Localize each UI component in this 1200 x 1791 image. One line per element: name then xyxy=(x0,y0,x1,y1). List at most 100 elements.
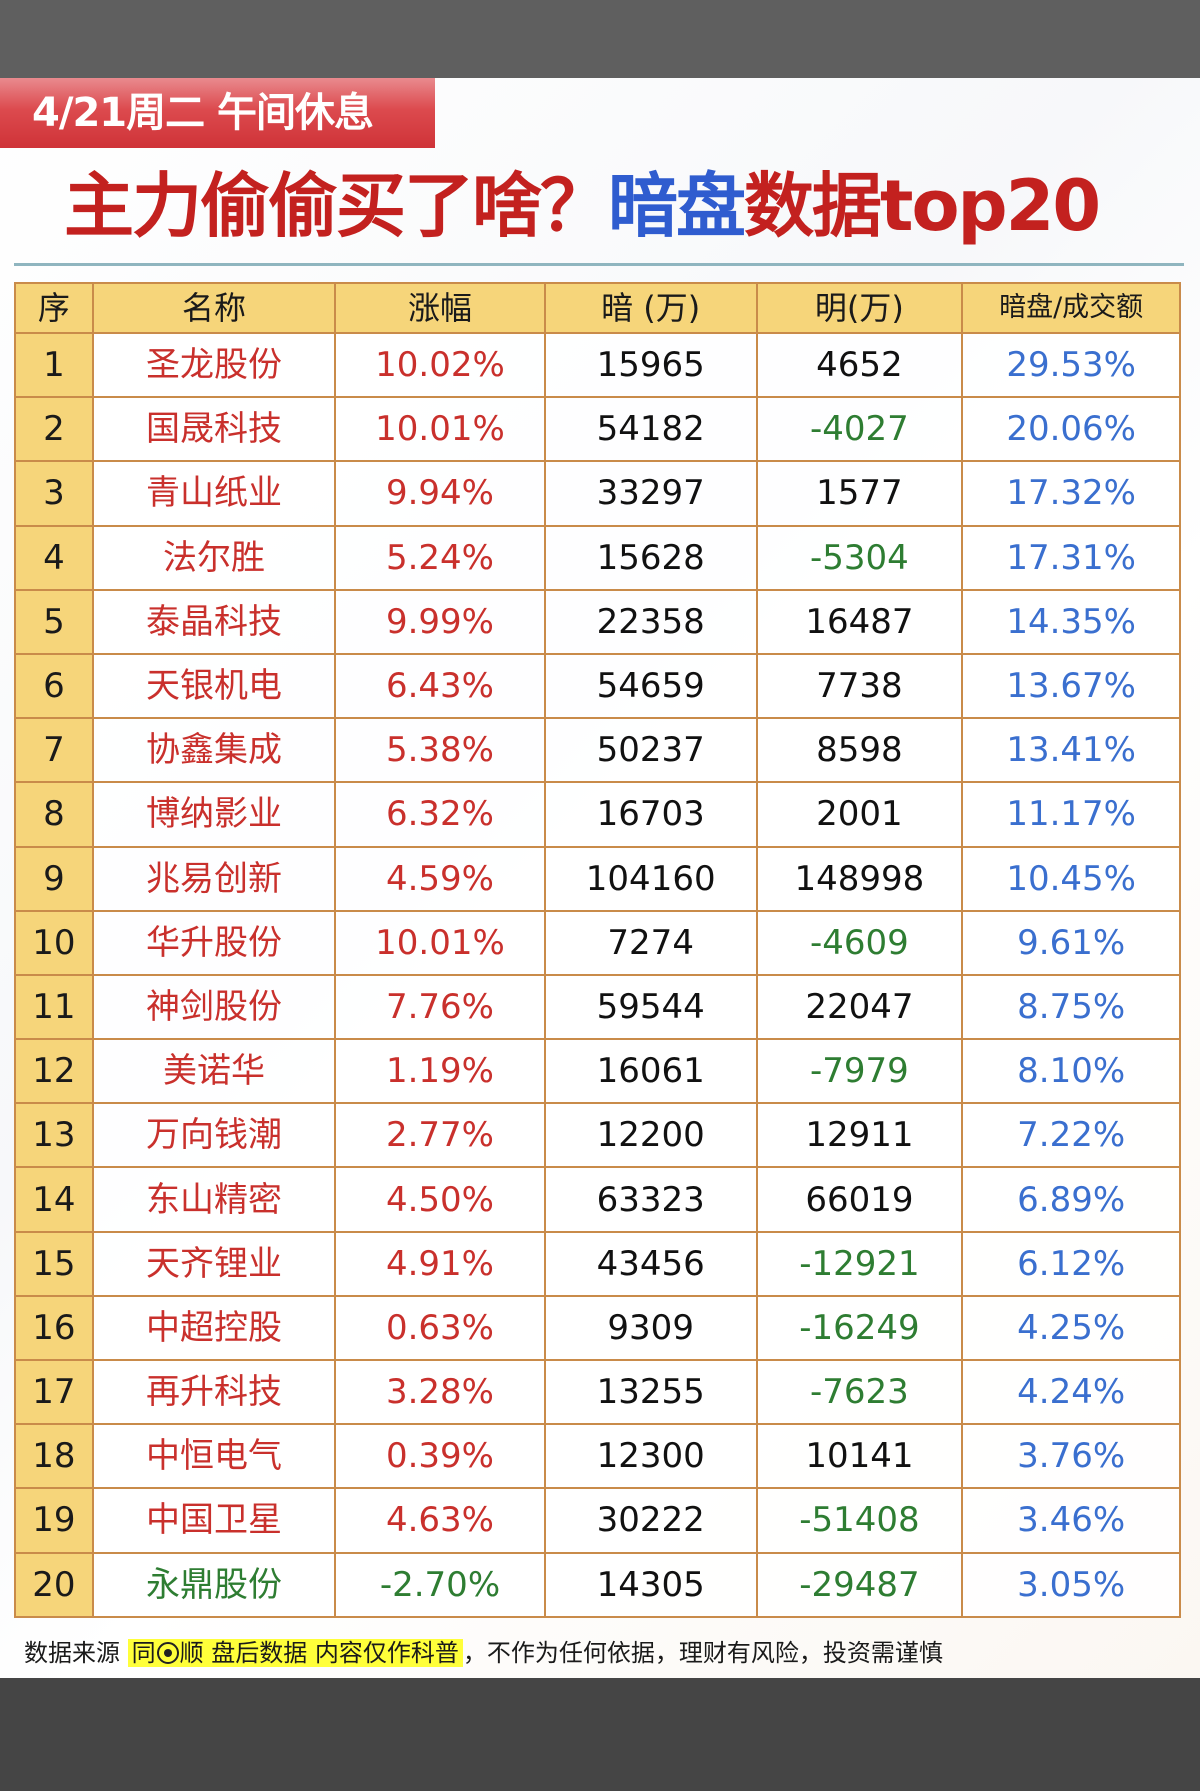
dark-pool-ratio: 8.10% xyxy=(961,1038,1181,1105)
footer-highlight: 同顺 盘后数据 内容仅作科普 xyxy=(127,1639,463,1667)
footer-prefix: 数据来源 xyxy=(24,1639,128,1667)
row-index: 16 xyxy=(14,1294,94,1362)
table-row: 8 博纳影业 6.32% 16703 2001 11.17% xyxy=(14,781,1181,848)
lit-market-amount: 1577 xyxy=(755,460,964,527)
change-percent: 0.63% xyxy=(334,1294,546,1362)
dark-pool-ratio: 29.53% xyxy=(961,331,1181,399)
lit-market-amount: -7979 xyxy=(755,1038,964,1105)
dark-pool-amount: 13255 xyxy=(543,1358,758,1426)
row-index: 20 xyxy=(14,1551,94,1618)
dark-pool-ratio: 3.46% xyxy=(961,1487,1181,1554)
lit-market-amount: 148998 xyxy=(755,845,964,912)
lit-market-amount: -4027 xyxy=(755,396,964,463)
stock-name: 国晟科技 xyxy=(91,396,337,463)
dark-pool-ratio: 13.67% xyxy=(961,652,1181,720)
dark-pool-amount: 50237 xyxy=(543,717,758,784)
change-percent: 9.99% xyxy=(334,588,546,655)
table-row: 13 万向钱潮 2.77% 12200 12911 7.22% xyxy=(14,1102,1181,1169)
dark-pool-ratio: 3.76% xyxy=(961,1423,1181,1490)
title-data-top20: 数据top20 xyxy=(744,165,1101,247)
lit-market-amount: 10141 xyxy=(755,1423,964,1490)
stock-name: 泰晶科技 xyxy=(91,588,337,655)
dark-pool-ratio: 9.61% xyxy=(961,909,1181,976)
table-row: 7 协鑫集成 5.38% 50237 8598 13.41% xyxy=(14,717,1181,784)
table-row: 5 泰晶科技 9.99% 22358 16487 14.35% xyxy=(14,588,1181,655)
table-row: 15 天齐锂业 4.91% 43456 -12921 6.12% xyxy=(14,1230,1181,1297)
change-percent: 6.32% xyxy=(334,781,546,848)
dark-pool-amount: 22358 xyxy=(543,588,758,655)
disclaimer-footer: 数据来源 同顺 盘后数据 内容仅作科普 ，不作为任何依据，理财有风险，投资需谨慎 xyxy=(24,1633,943,1673)
table-row: 16 中超控股 0.63% 9309 -16249 4.25% xyxy=(14,1294,1181,1362)
dark-pool-ratio: 4.24% xyxy=(961,1358,1181,1426)
dark-pool-amount: 33297 xyxy=(543,460,758,527)
stock-name: 博纳影业 xyxy=(91,781,337,848)
date-badge: 4/21周二 午间休息 xyxy=(0,78,435,148)
change-percent: 6.43% xyxy=(334,652,546,720)
stock-name: 天银机电 xyxy=(91,652,337,720)
table-header-row: 序 名称 涨幅 暗 (万) 明(万) 暗盘/成交额 xyxy=(14,282,1181,334)
dark-pool-amount: 16061 xyxy=(543,1038,758,1105)
stock-name: 中超控股 xyxy=(91,1294,337,1362)
dark-pool-amount: 14305 xyxy=(543,1551,758,1618)
dark-pool-ratio: 8.75% xyxy=(961,973,1181,1041)
lit-market-amount: -12921 xyxy=(755,1230,964,1297)
dark-pool-table: 序 名称 涨幅 暗 (万) 明(万) 暗盘/成交额 1 圣龙股份 10.02% 159… xyxy=(14,282,1181,1618)
lit-market-amount: 22047 xyxy=(755,973,964,1041)
stock-name: 兆易创新 xyxy=(91,845,337,912)
col-header-ratio: 暗盘/成交额 xyxy=(961,282,1181,334)
table-row: 11 神剑股份 7.76% 59544 22047 8.75% xyxy=(14,973,1181,1041)
lit-market-amount: -4609 xyxy=(755,909,964,976)
lit-market-amount: -29487 xyxy=(755,1551,964,1618)
table-row: 14 东山精密 4.50% 63323 66019 6.89% xyxy=(14,1166,1181,1233)
col-header-name: 名称 xyxy=(91,282,337,334)
title-dark-pool: 暗盘 xyxy=(608,165,746,247)
lit-market-amount: -7623 xyxy=(755,1358,964,1426)
dark-pool-amount: 59544 xyxy=(543,973,758,1041)
table-row: 4 法尔胜 5.24% 15628 -5304 17.31% xyxy=(14,524,1181,591)
lit-market-amount: 12911 xyxy=(755,1102,964,1169)
stock-name: 中国卫星 xyxy=(91,1487,337,1554)
stock-name: 法尔胜 xyxy=(91,524,337,591)
title-divider xyxy=(14,263,1184,266)
stock-name: 协鑫集成 xyxy=(91,717,337,784)
dark-pool-ratio: 3.05% xyxy=(961,1551,1181,1618)
dark-pool-ratio: 6.12% xyxy=(961,1230,1181,1297)
flower-logo-icon xyxy=(156,1642,179,1664)
dark-pool-ratio: 17.31% xyxy=(961,524,1181,591)
stock-name: 圣龙股份 xyxy=(91,331,337,399)
row-index: 19 xyxy=(14,1487,94,1554)
change-percent: 4.59% xyxy=(334,845,546,912)
row-index: 6 xyxy=(14,652,94,720)
table-row: 1 圣龙股份 10.02% 15965 4652 29.53% xyxy=(14,331,1181,399)
change-percent: 10.02% xyxy=(334,331,546,399)
dark-pool-amount: 15628 xyxy=(543,524,758,591)
table-row: 12 美诺华 1.19% 16061 -7979 8.10% xyxy=(14,1038,1181,1105)
stock-name: 永鼎股份 xyxy=(91,1551,337,1618)
footer-source-a: 同 xyxy=(131,1639,156,1667)
dark-pool-amount: 54659 xyxy=(543,652,758,720)
row-index: 10 xyxy=(14,909,94,976)
row-index: 2 xyxy=(14,396,94,463)
row-index: 9 xyxy=(14,845,94,912)
lit-market-amount: 8598 xyxy=(755,717,964,784)
col-header-change: 涨幅 xyxy=(334,282,546,334)
lit-market-amount: 2001 xyxy=(755,781,964,848)
dark-pool-amount: 15965 xyxy=(543,331,758,399)
dark-pool-ratio: 11.17% xyxy=(961,781,1181,848)
change-percent: 4.91% xyxy=(334,1230,546,1297)
table-row: 17 再升科技 3.28% 13255 -7623 4.24% xyxy=(14,1358,1181,1426)
lit-market-amount: 66019 xyxy=(755,1166,964,1233)
table-row: 20 永鼎股份 -2.70% 14305 -29487 3.05% xyxy=(14,1551,1181,1618)
dark-pool-amount: 43456 xyxy=(543,1230,758,1297)
bottom-letterbox-bar xyxy=(0,1678,1200,1791)
dark-pool-ratio: 4.25% xyxy=(961,1294,1181,1362)
change-percent: 4.50% xyxy=(334,1166,546,1233)
row-index: 12 xyxy=(14,1038,94,1105)
stock-name: 美诺华 xyxy=(91,1038,337,1105)
lit-market-amount: 4652 xyxy=(755,331,964,399)
footer-suffix: ，不作为任何依据，理财有风险，投资需谨慎 xyxy=(462,1639,943,1667)
table-row: 6 天银机电 6.43% 54659 7738 13.67% xyxy=(14,652,1181,720)
col-header-lit: 明(万) xyxy=(755,282,964,334)
poster: 4/21周二 午间休息 主力偷偷买了啥？暗盘数据top20 序 名称 涨幅 暗 … xyxy=(0,78,1200,1678)
lit-market-amount: 16487 xyxy=(755,588,964,655)
